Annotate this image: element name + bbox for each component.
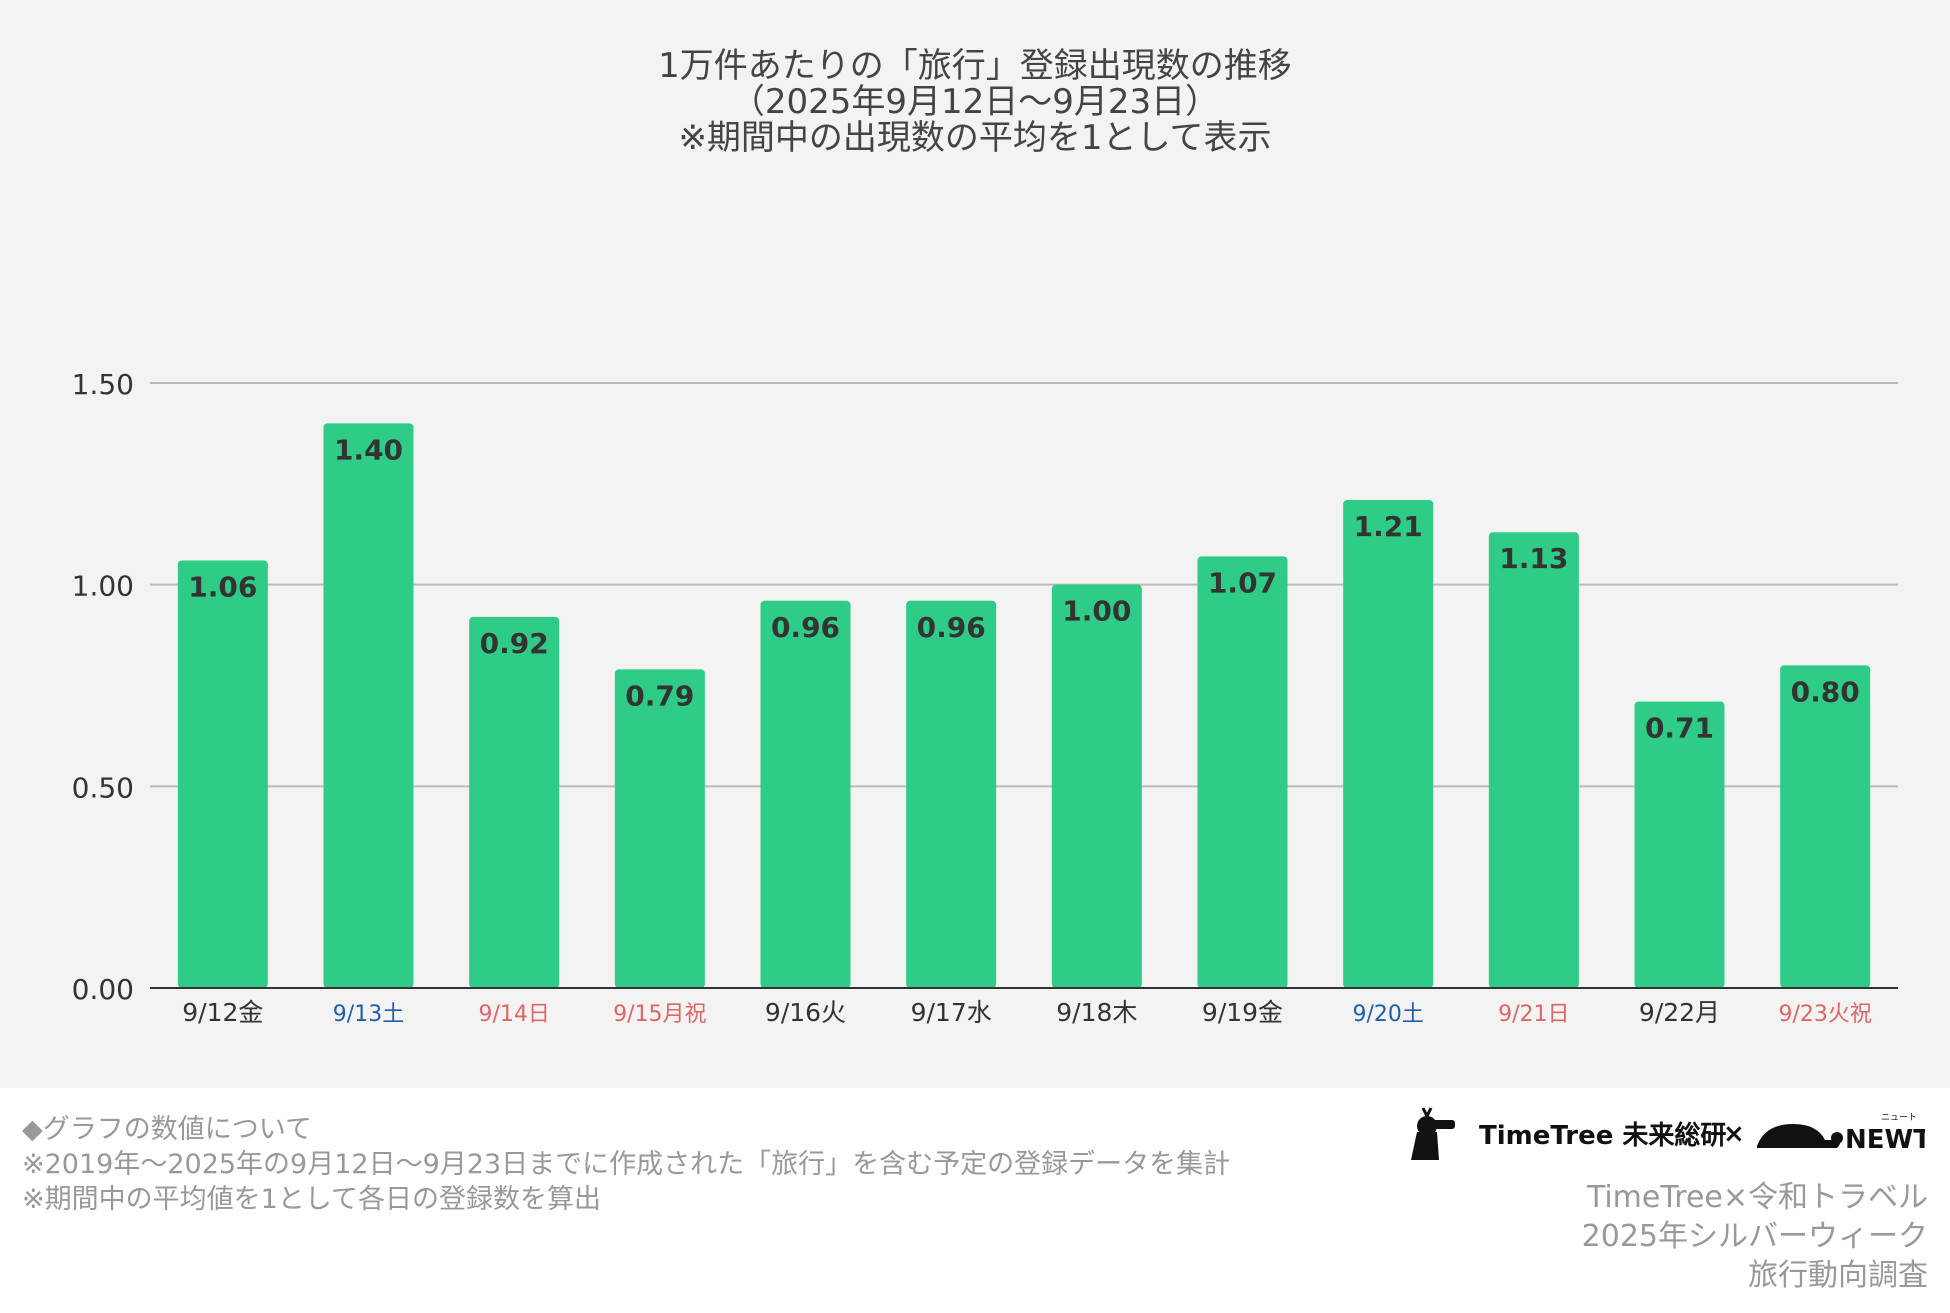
bar [177, 560, 268, 988]
y-tick-label: 1.50 [72, 368, 134, 401]
bar-value-label: 0.96 [917, 611, 986, 644]
bar-value-label: 0.80 [1791, 675, 1860, 708]
x-tick-label: 9/21日 [1498, 1002, 1569, 1027]
x-tick-label: 9/13土 [333, 1002, 404, 1027]
bar-value-label: 1.06 [188, 570, 257, 603]
bar [323, 423, 414, 988]
footnote-line-2: ※2019年〜2025年の9月12日〜9月23日までに作成された「旅行」を含む予… [22, 1149, 1231, 1180]
y-tick-label: 0.00 [72, 973, 134, 1006]
footnote-line-1: ◆グラフの数値について [22, 1114, 312, 1145]
x-tick-label: 9/14日 [478, 1002, 549, 1027]
bar-value-label: 0.96 [771, 611, 840, 644]
logo-separator: × [1723, 1119, 1745, 1149]
footnote-line-3: ※期間中の平均値を1として各日の登録数を算出 [22, 1184, 601, 1215]
x-tick-label: 9/15月祝 [613, 1002, 706, 1027]
chart-title-line-2: （2025年9月12日〜9月23日） [730, 82, 1220, 122]
bar [1488, 532, 1579, 988]
x-tick-label: 9/19金 [1202, 998, 1283, 1027]
y-tick-label: 0.50 [72, 771, 134, 804]
bar-value-label: 1.00 [1062, 595, 1131, 628]
bar [760, 600, 851, 988]
bar-value-label: 0.79 [625, 679, 694, 712]
x-tick-label: 9/23火祝 [1778, 1002, 1871, 1027]
bar [906, 600, 997, 988]
bar [469, 616, 560, 988]
x-tick-label: 9/12金 [182, 998, 263, 1027]
y-tick-label: 1.00 [72, 570, 134, 603]
x-tick-label: 9/20土 [1352, 1002, 1423, 1027]
bar [1780, 665, 1871, 988]
credit-line-1: TimeTree×令和トラベル [1586, 1180, 1928, 1215]
bar [1051, 584, 1142, 988]
credit-line-3: 旅行動向調査 [1748, 1258, 1928, 1293]
newt-ruby-text: ニュート [1881, 1113, 1917, 1123]
x-tick-label: 9/22月 [1639, 998, 1720, 1027]
bar-value-label: 0.92 [480, 627, 549, 660]
credit-line-2: 2025年シルバーウィーク [1581, 1219, 1928, 1254]
x-tick-label: 9/18木 [1056, 998, 1137, 1027]
x-tick-label: 9/17水 [911, 998, 992, 1027]
bar-chart: 0.00 0.50 1.00 1.50 1.06 9/12金 1.40 9/13土 0.92 9/… [72, 368, 1898, 1027]
bar-value-label: 1.21 [1354, 510, 1423, 543]
logo-bar: TimeTree 未来総研 × NEWT ニュート [1411, 1107, 1925, 1160]
bar [614, 669, 705, 988]
chart-title-line-3: ※期間中の出現数の平均を1として表示 [678, 118, 1272, 158]
newt-turtle-icon [1757, 1124, 1843, 1148]
chart-title-line-1: 1万件あたりの「旅行」登録出現数の推移 [658, 46, 1292, 86]
bar-value-label: 0.71 [1645, 712, 1714, 745]
chart-title: 1万件あたりの「旅行」登録出現数の推移 （2025年9月12日〜9月23日） ※… [0, 48, 1950, 156]
timetree-mascot-icon [1411, 1107, 1455, 1160]
newt-logo-text: NEWT [1845, 1125, 1925, 1155]
bar-value-label: 1.07 [1208, 566, 1277, 599]
survey-credit: TimeTree×令和トラベル 2025年シルバーウィーク 旅行動向調査 [1582, 1178, 1928, 1295]
timetree-logo-text: TimeTree 未来総研 [1479, 1120, 1726, 1151]
x-tick-label: 9/16火 [765, 998, 846, 1027]
bar [1197, 556, 1288, 988]
bar [1634, 701, 1725, 988]
bar-value-label: 1.40 [334, 433, 403, 466]
bar-value-label: 1.13 [1499, 542, 1568, 575]
bar [1343, 499, 1434, 988]
footnote: ◆グラフの数値について ※2019年〜2025年の9月12日〜9月23日までに作… [22, 1112, 1230, 1217]
